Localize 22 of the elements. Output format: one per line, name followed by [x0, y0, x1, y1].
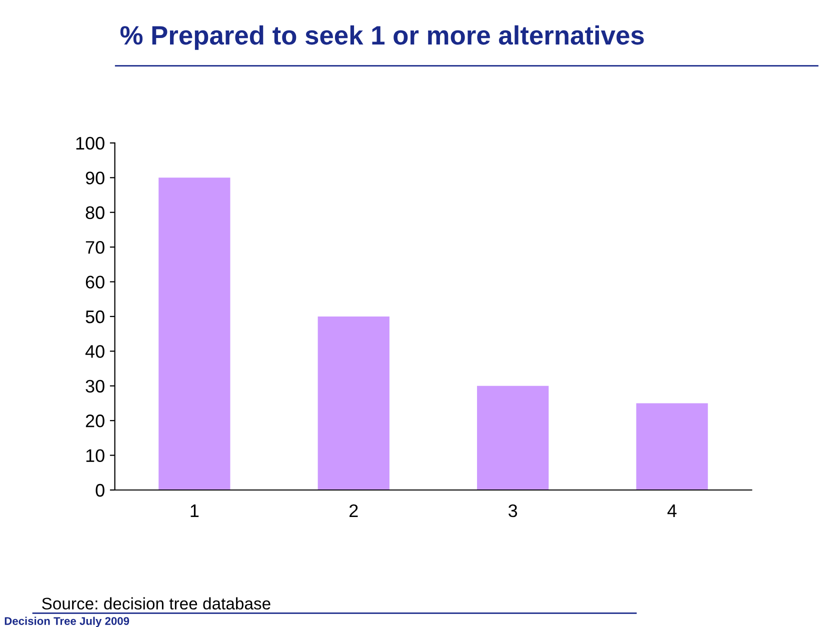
bar [477, 386, 549, 490]
bar [318, 316, 390, 490]
bar [636, 403, 708, 490]
bar [158, 178, 230, 490]
y-tick-label: 40 [85, 345, 104, 358]
x-tick-label: 3 [508, 504, 518, 518]
y-tick-label: 10 [86, 449, 104, 462]
y-tick-label: 80 [86, 206, 104, 220]
y-tick-label: 20 [86, 414, 104, 428]
x-tick-label: 2 [350, 504, 358, 517]
y-tick-label: 50 [86, 310, 104, 324]
y-tick-label: 90 [86, 172, 104, 184]
text: Decision Tree July 2009 [4, 616, 130, 627]
y-tick-label: 60 [86, 276, 104, 288]
x-tick-label: 1 [190, 504, 199, 517]
y-tick-label: 30 [86, 380, 104, 393]
y-tick-label: 0 [96, 484, 104, 497]
y-tick-label: 70 [86, 241, 104, 254]
y-tick-label: 100 [76, 136, 104, 150]
source-note: Source: decision tree database [42, 597, 270, 610]
chart-title: % Prepared to seek 1 or more alternatives [120, 25, 644, 50]
x-tick-label: 4 [667, 504, 677, 517]
